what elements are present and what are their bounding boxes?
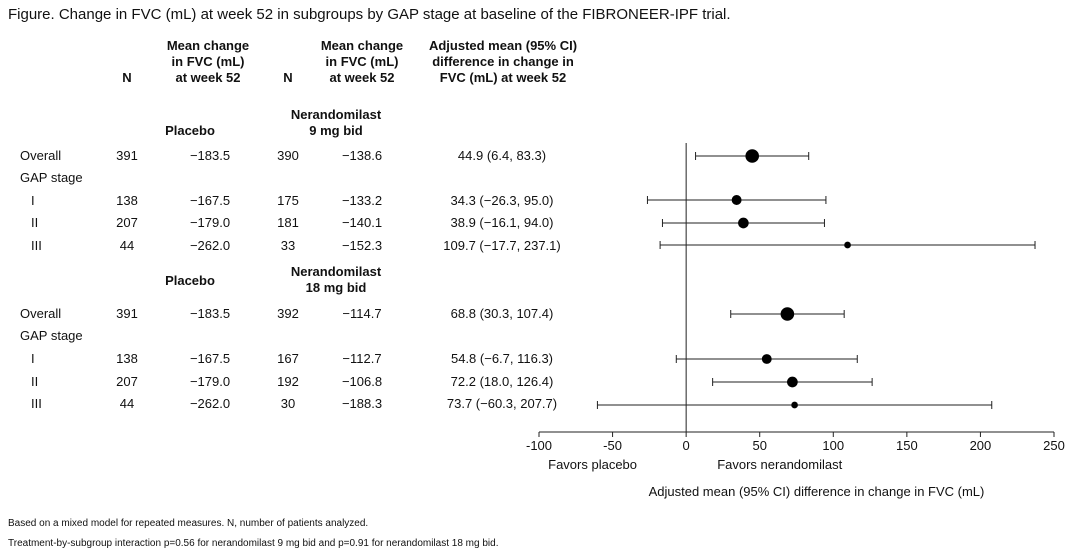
row-mean-placebo: −262.0 (189, 396, 231, 411)
group2-treatment-label: Nerandomilast 18 mg bid (290, 264, 382, 295)
x-tick-label: 100 (822, 438, 844, 453)
x-tick-label: -100 (526, 438, 552, 453)
x-tick-label: 50 (752, 438, 766, 453)
row-n-treatment: 175 (277, 193, 299, 208)
point-estimate (787, 376, 798, 388)
row-label: Overall (20, 148, 62, 163)
row-mean-treatment: −140.1 (341, 215, 383, 230)
row-n-treatment: 181 (277, 215, 299, 230)
header-n-placebo: N (122, 70, 132, 85)
x-tick-label: 250 (1043, 438, 1065, 453)
row-mean-treatment: −138.6 (341, 148, 383, 163)
row-n-placebo: 207 (116, 215, 138, 230)
row-mean-treatment: −133.2 (341, 193, 383, 208)
point-estimate (791, 401, 798, 409)
row-n-placebo: 44 (119, 238, 135, 253)
row-label: II (31, 215, 39, 230)
group1-treatment-label: Nerandomilast 9 mg bid (290, 107, 382, 138)
group2-placebo-label: Placebo (165, 273, 215, 288)
row-label: Overall (20, 306, 62, 321)
favors-placebo-label: Favors placebo (548, 457, 637, 472)
row-adjusted-ci: 34.3 (−26.3, 95.0) (450, 193, 554, 208)
row-label: I (31, 193, 35, 208)
row-mean-placebo: −167.5 (189, 351, 231, 366)
row-adjusted-ci: 54.8 (−6.7, 116.3) (450, 351, 554, 366)
favors-nerandomilast-label: Favors nerandomilast (717, 457, 842, 472)
row-mean-placebo: −262.0 (189, 238, 231, 253)
row-mean-placebo: −183.5 (189, 306, 231, 321)
row-n-treatment: 30 (280, 396, 296, 411)
row-n-placebo: 391 (116, 148, 138, 163)
row-mean-treatment: −112.7 (342, 351, 382, 366)
row-mean-placebo: −183.5 (189, 148, 231, 163)
group1-placebo-label: Placebo (165, 123, 215, 138)
row-label: GAP stage (20, 170, 83, 185)
x-tick-label: 150 (896, 438, 918, 453)
row-n-treatment: 33 (280, 238, 296, 253)
row-n-treatment: 392 (277, 306, 299, 321)
row-adjusted-ci: 44.9 (6.4, 83.3) (457, 148, 547, 163)
x-axis-label: Adjusted mean (95% CI) difference in cha… (649, 484, 985, 499)
row-label: I (31, 351, 35, 366)
row-mean-treatment: −188.3 (341, 396, 383, 411)
row-mean-treatment: −114.7 (342, 306, 382, 321)
row-adjusted-ci: 68.8 (30.3, 107.4) (450, 306, 554, 321)
row-adjusted-ci: 73.7 (−60.3, 207.7) (446, 396, 558, 411)
header-adjusted-mean: Adjusted mean (95% CI) difference in cha… (428, 38, 578, 85)
point-estimate (731, 195, 742, 205)
x-tick-label: -50 (603, 438, 622, 453)
row-n-treatment: 390 (277, 148, 299, 163)
header-mean-placebo: Mean change in FVC (mL) at week 52 (166, 38, 250, 85)
x-tick-label: 200 (970, 438, 992, 453)
row-mean-treatment: −152.3 (341, 238, 383, 253)
row-label: II (31, 374, 39, 389)
row-mean-treatment: −106.8 (341, 374, 383, 389)
row-n-placebo: 207 (116, 374, 138, 389)
point-estimate (780, 307, 795, 321)
header-n-treatment: N (283, 70, 293, 85)
row-adjusted-ci: 38.9 (−16.1, 94.0) (450, 215, 554, 230)
row-label: GAP stage (20, 328, 83, 343)
footnote-1: Based on a mixed model for repeated meas… (8, 518, 369, 529)
row-mean-placebo: −179.0 (189, 215, 231, 230)
row-n-placebo: 391 (116, 306, 138, 321)
point-estimate (844, 241, 851, 249)
point-estimate (738, 217, 749, 229)
row-n-treatment: 167 (277, 351, 299, 366)
row-mean-placebo: −167.5 (189, 193, 231, 208)
point-estimate (745, 149, 760, 163)
x-tick-label: 0 (683, 438, 690, 453)
header-mean-treatment: Mean change in FVC (mL) at week 52 (320, 38, 404, 85)
row-mean-placebo: −179.0 (189, 374, 231, 389)
figure-title: Figure. Change in FVC (mL) at week 52 in… (8, 6, 731, 23)
footnote-2: Treatment-by-subgroup interaction p=0.56… (8, 538, 499, 549)
row-n-placebo: 44 (119, 396, 135, 411)
row-label: III (31, 238, 42, 253)
row-n-treatment: 192 (277, 374, 299, 389)
row-n-placebo: 138 (116, 351, 138, 366)
row-label: III (31, 396, 42, 411)
point-estimate (761, 354, 772, 364)
row-adjusted-ci: 109.7 (−17.7, 237.1) (443, 238, 561, 253)
row-n-placebo: 138 (116, 193, 138, 208)
row-adjusted-ci: 72.2 (18.0, 126.4) (450, 374, 554, 389)
